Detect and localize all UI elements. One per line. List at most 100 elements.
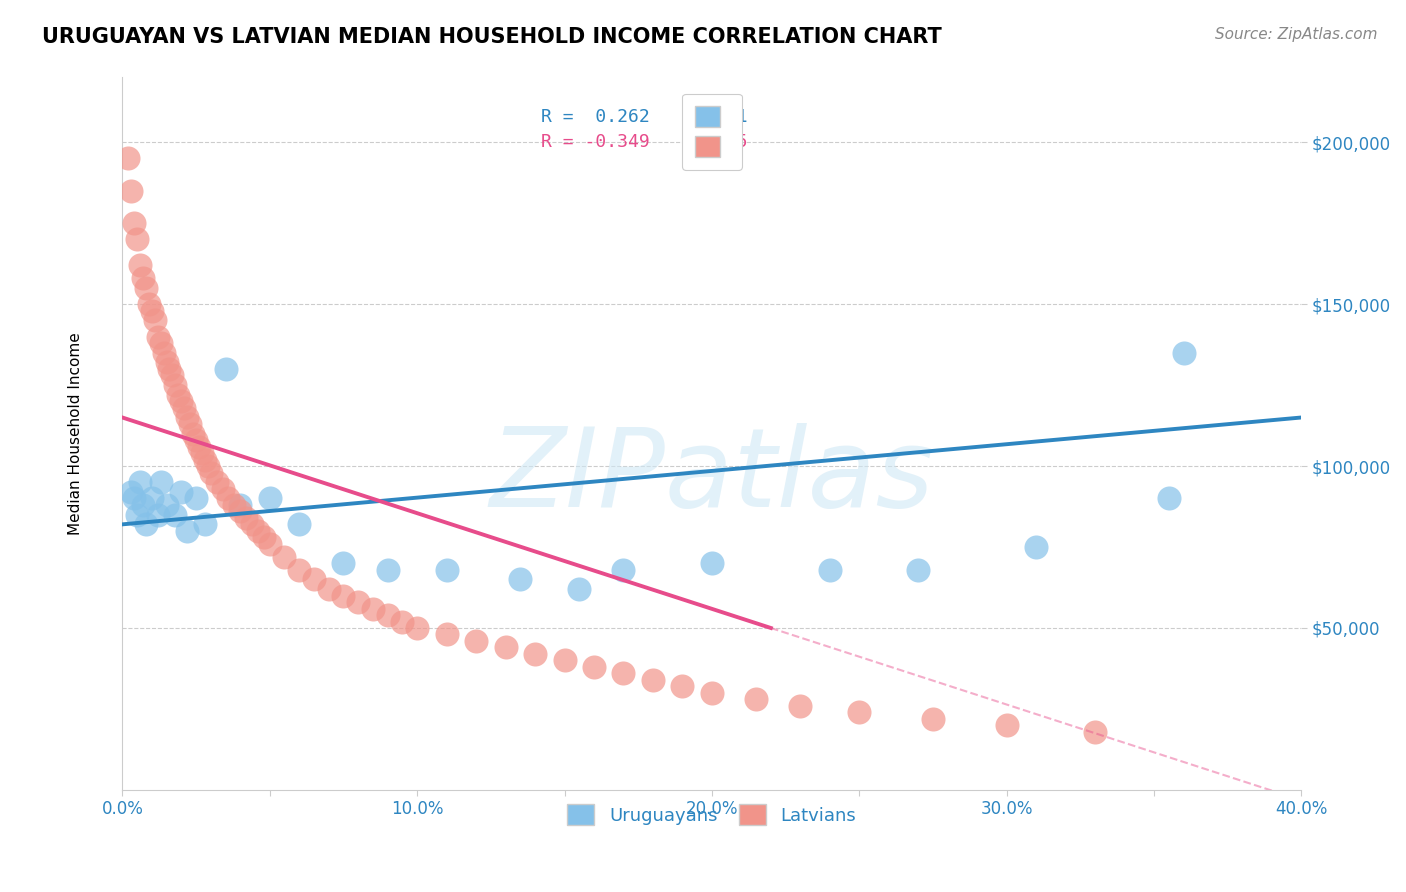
Point bbox=[332, 589, 354, 603]
Point bbox=[146, 508, 169, 522]
Point bbox=[176, 524, 198, 538]
Point bbox=[184, 433, 207, 447]
Point bbox=[152, 345, 174, 359]
Point bbox=[235, 511, 257, 525]
Point bbox=[125, 508, 148, 522]
Point bbox=[188, 440, 211, 454]
Point bbox=[129, 258, 152, 272]
Point bbox=[141, 491, 163, 506]
Point bbox=[120, 184, 142, 198]
Point bbox=[181, 426, 204, 441]
Point bbox=[229, 504, 252, 518]
Point bbox=[361, 601, 384, 615]
Point bbox=[170, 485, 193, 500]
Point bbox=[191, 446, 214, 460]
Point bbox=[1025, 540, 1047, 554]
Point bbox=[229, 498, 252, 512]
Point bbox=[465, 634, 488, 648]
Point bbox=[391, 615, 413, 629]
Point bbox=[217, 491, 239, 506]
Point bbox=[259, 537, 281, 551]
Text: R =  0.262   N = 31: R = 0.262 N = 31 bbox=[541, 108, 748, 126]
Point bbox=[495, 640, 517, 655]
Point bbox=[347, 595, 370, 609]
Point bbox=[129, 475, 152, 490]
Point bbox=[377, 608, 399, 623]
Point bbox=[167, 388, 190, 402]
Point bbox=[789, 698, 811, 713]
Point bbox=[922, 712, 945, 726]
Point bbox=[170, 394, 193, 409]
Point bbox=[162, 368, 184, 383]
Text: URUGUAYAN VS LATVIAN MEDIAN HOUSEHOLD INCOME CORRELATION CHART: URUGUAYAN VS LATVIAN MEDIAN HOUSEHOLD IN… bbox=[42, 27, 942, 46]
Point bbox=[194, 517, 217, 532]
Point bbox=[436, 563, 458, 577]
Point bbox=[436, 627, 458, 641]
Point bbox=[125, 232, 148, 246]
Point bbox=[211, 482, 233, 496]
Point bbox=[194, 452, 217, 467]
Point bbox=[568, 582, 591, 596]
Point bbox=[149, 336, 172, 351]
Point bbox=[253, 530, 276, 544]
Point bbox=[176, 410, 198, 425]
Point bbox=[122, 216, 145, 230]
Point bbox=[671, 679, 693, 693]
Point bbox=[132, 498, 155, 512]
Point bbox=[179, 417, 201, 431]
Point bbox=[318, 582, 340, 596]
Point bbox=[302, 573, 325, 587]
Point bbox=[553, 653, 575, 667]
Point bbox=[165, 508, 187, 522]
Text: Median Household Income: Median Household Income bbox=[67, 333, 83, 535]
Point bbox=[406, 621, 429, 635]
Text: Source: ZipAtlas.com: Source: ZipAtlas.com bbox=[1215, 27, 1378, 42]
Point bbox=[288, 517, 311, 532]
Point bbox=[200, 466, 222, 480]
Point bbox=[141, 303, 163, 318]
Point bbox=[120, 485, 142, 500]
Point bbox=[159, 362, 181, 376]
Point bbox=[122, 491, 145, 506]
Point bbox=[524, 647, 547, 661]
Point bbox=[165, 378, 187, 392]
Point bbox=[700, 686, 723, 700]
Point bbox=[155, 355, 177, 369]
Point bbox=[184, 491, 207, 506]
Point bbox=[138, 297, 160, 311]
Point bbox=[641, 673, 664, 687]
Point bbox=[240, 517, 263, 532]
Point bbox=[700, 556, 723, 570]
Point bbox=[818, 563, 841, 577]
Point bbox=[1084, 724, 1107, 739]
Point bbox=[582, 660, 605, 674]
Point bbox=[612, 563, 634, 577]
Point bbox=[246, 524, 269, 538]
Point bbox=[1157, 491, 1180, 506]
Point bbox=[995, 718, 1018, 732]
Point bbox=[224, 498, 246, 512]
Point bbox=[612, 666, 634, 681]
Point bbox=[149, 475, 172, 490]
Point bbox=[273, 549, 295, 564]
Point bbox=[146, 329, 169, 343]
Point bbox=[907, 563, 929, 577]
Text: R = -0.349   N = 65: R = -0.349 N = 65 bbox=[541, 133, 748, 151]
Point bbox=[155, 498, 177, 512]
Point bbox=[214, 362, 236, 376]
Point bbox=[288, 563, 311, 577]
Point bbox=[197, 458, 219, 473]
Point bbox=[205, 475, 228, 490]
Point bbox=[1173, 345, 1195, 359]
Point bbox=[259, 491, 281, 506]
Point bbox=[848, 705, 870, 719]
Legend: Uruguayans, Latvians: Uruguayans, Latvians bbox=[558, 796, 866, 834]
Point bbox=[143, 313, 166, 327]
Point bbox=[377, 563, 399, 577]
Point bbox=[117, 152, 139, 166]
Point bbox=[509, 573, 531, 587]
Point bbox=[135, 517, 157, 532]
Point bbox=[745, 692, 768, 706]
Point bbox=[173, 401, 195, 415]
Point bbox=[332, 556, 354, 570]
